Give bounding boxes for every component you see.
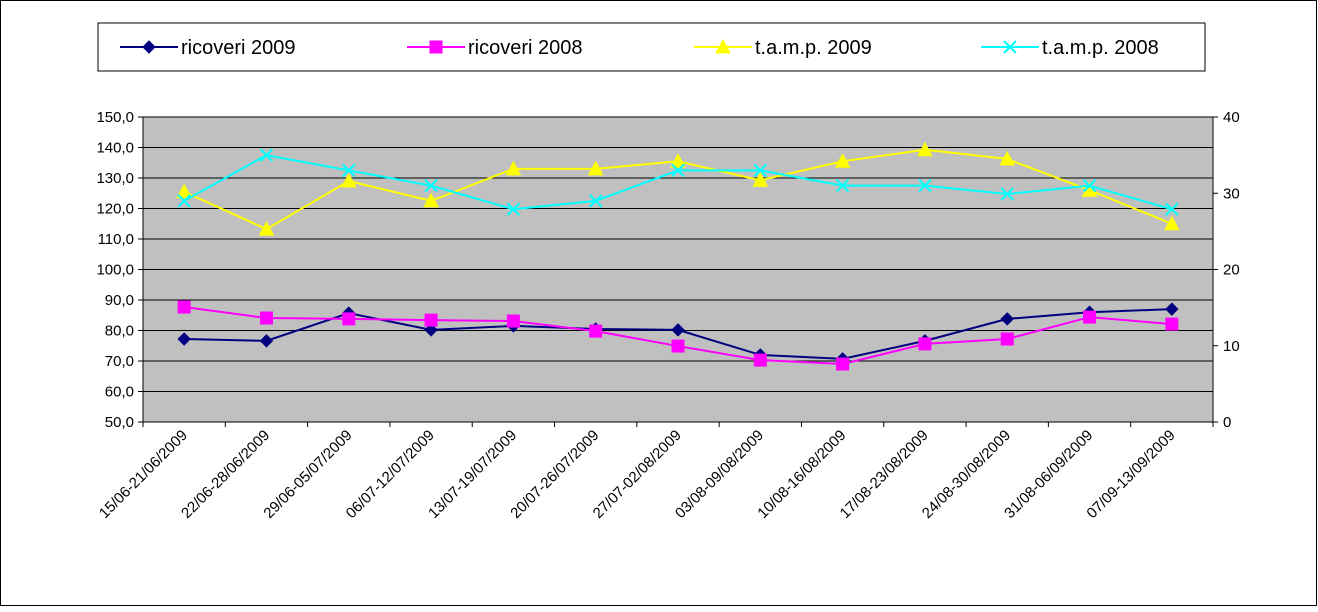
marker [1000, 332, 1014, 346]
marker [918, 178, 932, 193]
marker [1000, 187, 1014, 201]
y2-tick-label: 40 [1223, 109, 1240, 126]
marker [259, 148, 274, 162]
y2-tick-label: 0 [1223, 414, 1231, 431]
marker [424, 323, 438, 337]
marker [835, 178, 850, 193]
y-tick-label: 70,0 [105, 353, 134, 370]
y-tick-label: 140,0 [96, 140, 134, 157]
y-tick-label: 130,0 [96, 170, 134, 187]
marker [917, 141, 933, 157]
marker [177, 300, 191, 314]
marker [834, 153, 851, 168]
y-tick-label: 50,0 [105, 414, 134, 431]
marker [753, 163, 768, 178]
marker [999, 150, 1016, 166]
marker [589, 324, 603, 338]
marker [259, 311, 273, 325]
marker [1000, 312, 1014, 326]
marker [1003, 40, 1017, 54]
y-tick-label: 100,0 [96, 262, 134, 279]
marker [753, 353, 767, 367]
marker [836, 357, 850, 371]
marker [715, 38, 731, 54]
marker [1164, 215, 1180, 231]
marker [176, 183, 192, 199]
marker [424, 313, 438, 327]
y-tick-label: 60,0 [105, 384, 134, 401]
marker [1165, 202, 1179, 216]
marker [670, 153, 686, 168]
marker [671, 339, 685, 353]
marker [588, 194, 603, 208]
y2-tick-label: 10 [1223, 338, 1240, 355]
marker [423, 192, 439, 208]
marker [424, 178, 438, 193]
marker [671, 163, 685, 178]
marker [587, 160, 604, 176]
marker [258, 221, 275, 236]
marker [752, 172, 769, 187]
y2-tick-label: 30 [1223, 185, 1240, 202]
marker [429, 40, 443, 54]
marker [342, 163, 356, 178]
y-tick-label: 80,0 [105, 323, 134, 340]
y-tick-label: 150,0 [96, 109, 134, 126]
marker [259, 334, 274, 348]
legend-label: ricoveri 2008 [468, 37, 583, 59]
marker [918, 337, 932, 351]
y-tick-label: 90,0 [105, 292, 134, 309]
y2-tick-label: 20 [1223, 262, 1240, 279]
marker [177, 194, 191, 208]
legend-label: ricoveri 2009 [181, 37, 296, 59]
marker [505, 160, 522, 176]
marker [1083, 310, 1097, 324]
marker [177, 332, 191, 346]
marker [671, 323, 685, 337]
marker [1165, 302, 1179, 316]
marker [342, 312, 356, 326]
marker [506, 314, 520, 328]
marker [340, 172, 357, 188]
marker [506, 202, 521, 216]
marker [1165, 317, 1179, 331]
y-tick-label: 110,0 [98, 231, 134, 248]
legend-label: t.a.m.p. 2008 [1042, 37, 1159, 59]
legend-label: t.a.m.p. 2009 [755, 37, 872, 59]
y-tick-label: 120,0 [96, 201, 134, 218]
marker [142, 40, 156, 54]
marker [1082, 178, 1097, 193]
